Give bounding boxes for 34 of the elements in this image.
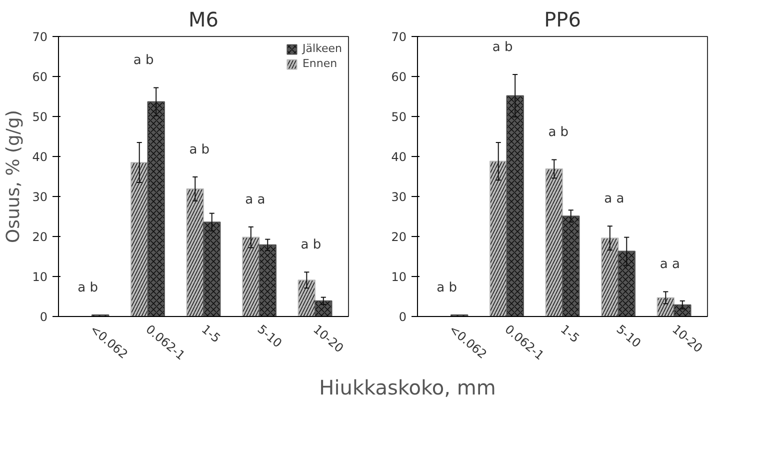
chart-title: M6 [188,8,218,32]
y-axis-title: Osuus, % (g/g) [3,110,24,243]
y-tick-label: 40 [32,150,48,164]
y-tick-label: 10 [391,270,407,284]
y-tick-label: 60 [32,70,48,84]
y-tick-label: 20 [32,230,48,244]
annotation: a b [436,280,458,296]
y-tick-label: 50 [391,110,407,124]
x-tick-label: 1-5 [558,322,582,346]
y-tick-label: 60 [391,70,407,84]
x-axis-title: Hiukkaskoko, mm [319,376,496,400]
annotation: a a [604,192,624,206]
annotation: a b [189,142,210,158]
annotation: a a [245,192,266,208]
y-tick-label: 70 [32,30,48,44]
y-tick-label: 70 [391,30,407,44]
y-tick-label: 10 [32,270,48,284]
annotation: a b [492,40,513,55]
y-tick-label: 40 [391,150,407,164]
annotation: a b [133,53,154,68]
annotation: a b [300,238,322,252]
y-tick-label: 0 [40,310,48,324]
legend-label: Jälkeen [302,42,342,55]
y-tick-label: 0 [398,310,407,324]
y-tick-label: 50 [32,110,48,124]
y-tick-label: 20 [391,230,407,244]
legend-label: Ennen [302,57,338,70]
annotation: a b [548,125,569,140]
chart-title: PP6 [544,8,581,32]
y-tick-label: 30 [391,190,407,204]
annotation: a a [660,257,680,272]
x-tick-label: 1-5 [198,322,224,346]
annotation: a b [78,280,98,296]
y-tick-label: 30 [32,190,48,204]
